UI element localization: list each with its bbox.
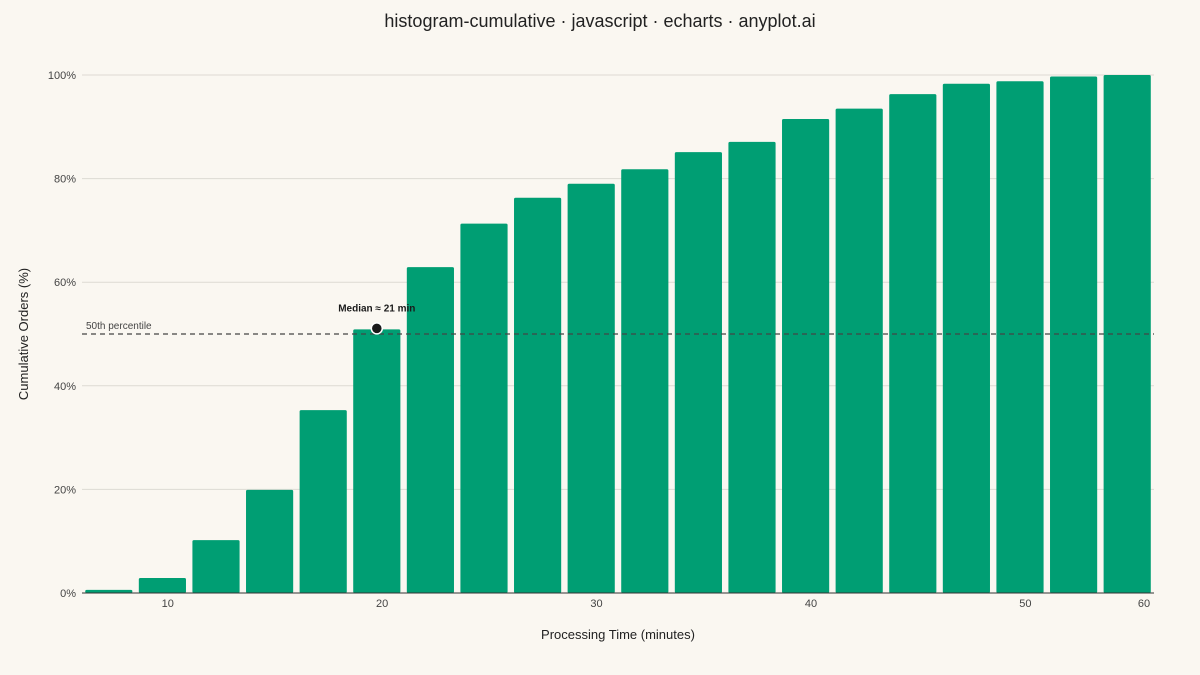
histogram-bar <box>782 119 830 593</box>
x-tick-label: 10 <box>162 598 174 610</box>
median-label: Median ≈ 21 min <box>338 303 415 314</box>
chart-title: histogram-cumulative · javascript · echa… <box>384 11 816 31</box>
x-tick-label: 30 <box>590 598 602 610</box>
histogram-bar <box>1050 76 1098 593</box>
histogram-bar <box>728 141 776 593</box>
histogram-bar <box>246 489 294 593</box>
histogram-bar <box>353 329 401 593</box>
y-tick-label: 0% <box>60 588 76 600</box>
median-marker <box>370 322 384 335</box>
histogram-bar <box>85 589 133 593</box>
histogram-bar <box>674 152 722 593</box>
y-axis-title: Cumulative Orders (%) <box>16 268 31 400</box>
y-tick-label: 40% <box>54 381 76 393</box>
histogram-bar <box>460 223 508 593</box>
x-axis-title: Processing Time (minutes) <box>541 627 695 642</box>
histogram-bar <box>514 197 562 594</box>
y-tick-label: 60% <box>54 277 76 289</box>
x-tick-label: 20 <box>376 598 388 610</box>
x-tick-label: 60 <box>1138 598 1150 610</box>
x-tick-label: 40 <box>805 598 817 610</box>
histogram-bar <box>835 108 883 594</box>
histogram-bar <box>621 169 669 593</box>
histogram-bar <box>138 577 186 593</box>
x-tick-label: 50 <box>1019 598 1031 610</box>
histogram-bar <box>192 540 240 593</box>
percentile-reference-label: 50th percentile <box>86 321 152 332</box>
histogram-bar <box>567 183 615 593</box>
histogram-bar <box>942 83 990 593</box>
histogram-bar <box>889 94 937 593</box>
histogram-bar <box>996 81 1044 593</box>
y-tick-label: 100% <box>48 70 76 82</box>
histogram-bar <box>299 410 347 593</box>
y-tick-label: 80% <box>54 174 76 186</box>
histogram-bar <box>406 267 454 593</box>
y-tick-label: 20% <box>54 484 76 496</box>
